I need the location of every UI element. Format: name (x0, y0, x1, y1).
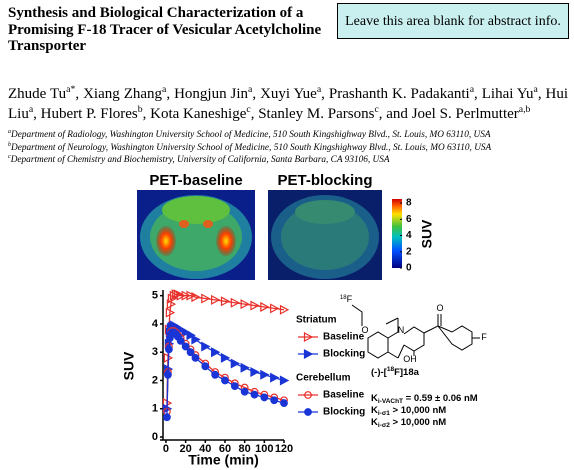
ki-text: > 10,000 nM (390, 405, 446, 416)
data-marker (232, 383, 239, 390)
colorbar-label: SUV (419, 219, 435, 248)
data-marker (241, 388, 248, 395)
ki-subscript: i-σ1 (378, 410, 390, 417)
data-marker (212, 372, 219, 379)
x-axis-label: Time (min) (188, 452, 259, 468)
data-marker (187, 349, 194, 356)
data-marker (166, 346, 173, 353)
data-marker (271, 374, 279, 382)
data-marker (202, 363, 209, 370)
legend-label: Baseline (323, 332, 365, 343)
legend-marker (305, 350, 313, 358)
pet-image-label: PET-baseline (149, 172, 242, 189)
data-marker (222, 377, 229, 384)
data-marker (221, 354, 229, 362)
y-tick-label: 5 (152, 290, 158, 302)
data-marker (177, 338, 184, 345)
y-tick-label: 2 (152, 374, 158, 386)
pet-blocking-image (268, 190, 382, 280)
y-tick-label: 0 (152, 431, 158, 443)
colorbar-tick-label: 8 (406, 198, 412, 209)
atom-label: N (398, 325, 405, 335)
atom-symbol: F (481, 332, 487, 342)
colorbar-tick-label: 2 (406, 246, 412, 257)
legend-marker (305, 409, 312, 416)
pet-baseline-image (137, 190, 255, 280)
data-marker (281, 376, 289, 384)
atom-label: O (436, 303, 443, 313)
pet-image-label: PET-blocking (277, 172, 372, 189)
atom-symbol: O (436, 303, 443, 313)
data-marker (251, 368, 258, 376)
legend-label: Blocking (323, 349, 365, 360)
compound-label: (-)-[18F]18a (371, 366, 420, 378)
data-marker (182, 343, 189, 350)
atom-symbol: F (347, 294, 353, 304)
legend-label: Baseline (323, 390, 365, 401)
legend-group-title: Cerebellum (296, 373, 351, 384)
figure: PET-baselinePET-blocking02468SUV18FONOHO… (0, 0, 574, 470)
atom-label: F (481, 332, 487, 342)
data-marker (261, 371, 269, 379)
ki-value: Ki-σ1 > 10,000 nM (371, 405, 446, 417)
colorbar-tick-label: 4 (406, 230, 412, 241)
data-marker (231, 360, 239, 368)
data-marker (281, 400, 288, 407)
legend-label: Blocking (323, 407, 365, 418)
page: Synthesis and Biological Characterizatio… (0, 0, 574, 470)
structure-bonds (352, 305, 480, 358)
y-axis-label: SUV (121, 351, 137, 380)
data-marker (202, 343, 210, 351)
x-tick-label: 120 (275, 443, 293, 455)
ki-text: > 10,000 nM (390, 417, 446, 428)
ki-value: Ki-VAChT = 0.59 ± 0.06 nM (371, 393, 478, 405)
data-marker (241, 364, 249, 372)
legend-group-title: Striatum (296, 315, 337, 326)
colorbar-tick-label: 0 (406, 263, 412, 274)
ki-value: Ki-σ2 > 10,000 nM (371, 417, 446, 429)
data-marker (261, 394, 268, 401)
atom-label: 18F (340, 294, 353, 304)
compound-suffix: F]18a (394, 367, 420, 378)
data-marker (192, 355, 199, 362)
ki-subscript: i-σ2 (378, 422, 390, 429)
compound-prefix: (-)-[ (371, 367, 388, 378)
x-tick-label: 0 (163, 443, 169, 455)
y-tick-label: 3 (152, 346, 158, 358)
data-marker (212, 348, 220, 356)
atom-symbol: N (398, 325, 405, 335)
y-tick-label: 4 (152, 318, 159, 330)
colorbar-tick-label: 6 (406, 214, 412, 225)
data-marker (271, 397, 278, 404)
data-marker (164, 414, 171, 421)
colorbar (392, 199, 402, 268)
atom-label: OH (403, 354, 417, 364)
atom-symbol: OH (403, 354, 417, 364)
data-marker (251, 391, 258, 398)
ki-text: = 0.59 ± 0.06 nM (403, 393, 478, 404)
y-tick-label: 1 (152, 403, 158, 415)
data-marker (165, 372, 172, 379)
